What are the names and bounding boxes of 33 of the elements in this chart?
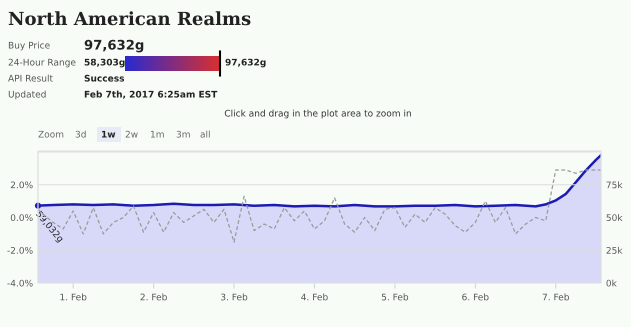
y2-tick-label: 0k — [606, 280, 617, 287]
x-tick-label: 4. Feb — [301, 293, 328, 300]
x-tick-label: 3. Feb — [221, 293, 248, 300]
y-tick-label: 0.0% — [10, 214, 33, 222]
text: all — [200, 130, 210, 138]
text: API Result — [8, 74, 53, 82]
text: Success — [84, 74, 124, 82]
x-tick-label: 7. Feb — [542, 293, 569, 300]
x-tick-label: 6. Feb — [462, 293, 489, 300]
x-tick-label: 5. Feb — [382, 293, 408, 300]
text: 2w — [126, 130, 138, 138]
text: 3d — [76, 130, 86, 138]
y2-tick-label: 50k — [606, 214, 623, 222]
text: 97,632g — [225, 58, 266, 68]
text: 97,632g — [84, 40, 144, 52]
x-tick-label: 1. Feb — [60, 293, 86, 300]
text: Updated — [8, 90, 46, 100]
text: North American Realms — [8, 11, 250, 26]
text: 1m — [150, 130, 164, 138]
text: 24-Hour Range — [8, 58, 76, 68]
text: Click and drag in the plot area to zoom in — [224, 110, 411, 118]
y-tick-label: -4.0% — [7, 280, 33, 287]
text: 3m — [176, 130, 190, 138]
x-tick-label: 2. Feb — [140, 293, 167, 300]
y-tick-label: 2.0% — [10, 181, 33, 188]
text: 58,303g — [84, 58, 125, 68]
y-tick-label: -2.0% — [7, 246, 33, 254]
text: 1w — [102, 130, 116, 138]
text: Zoom — [38, 130, 64, 138]
text: Buy Price — [8, 42, 50, 50]
y2-tick-label: 75k — [606, 181, 623, 188]
text: Feb 7th, 2017 6:25am EST — [84, 90, 218, 99]
y2-tick-label: 25k — [606, 246, 623, 254]
